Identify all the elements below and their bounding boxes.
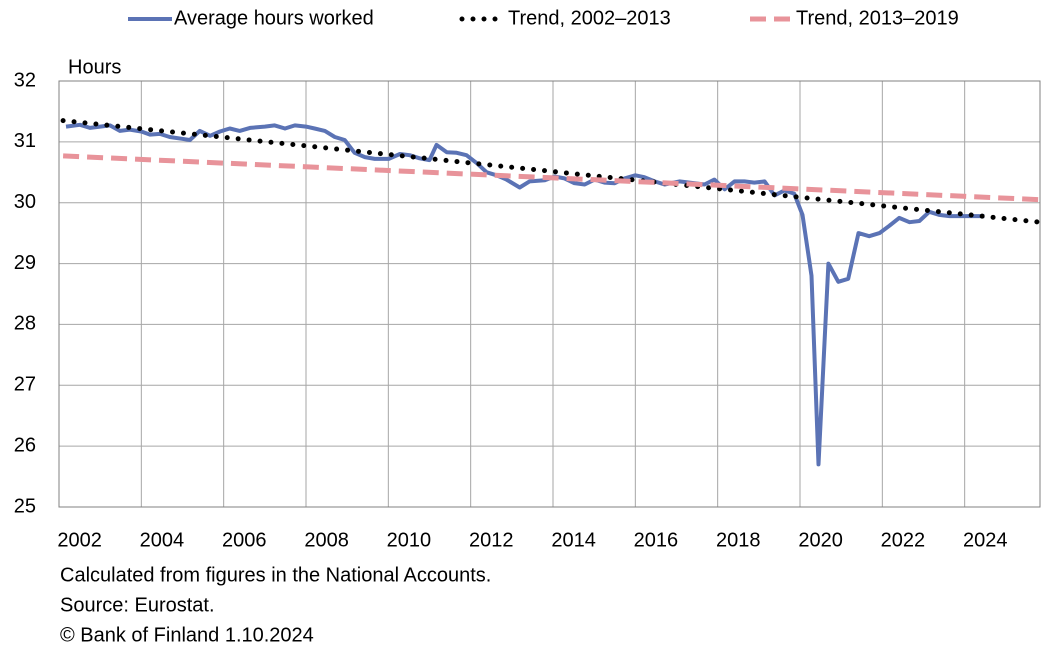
x-tick-label: 2012 [469, 529, 514, 551]
series-line [62, 153, 1041, 203]
x-tick-label: 2002 [57, 529, 102, 551]
note: © Bank of Finland 1.10.2024 [60, 624, 314, 646]
x-tick-label: 2010 [387, 529, 432, 551]
legend-label: Trend, 2013–2019 [796, 7, 959, 29]
y-tick-label: 30 [14, 191, 36, 213]
y-tick-label: 32 [14, 69, 36, 91]
series-line [65, 122, 985, 467]
x-tick-label: 2020 [798, 529, 843, 551]
x-tick-label: 2008 [304, 529, 349, 551]
y-axis-label: Hours [68, 56, 121, 78]
y-tick-label: 31 [14, 130, 36, 152]
x-tick-label: 2014 [551, 529, 596, 551]
plot-border [58, 80, 1041, 508]
x-tick-label: 2018 [716, 529, 761, 551]
legend-label: Average hours worked [174, 7, 374, 29]
y-tick-label: 29 [14, 252, 36, 274]
note: Calculated from figures in the National … [60, 564, 491, 586]
y-tick-label: 28 [14, 313, 36, 335]
y-tick-label: 25 [14, 495, 36, 517]
x-tick-label: 2022 [881, 529, 926, 551]
series-line [60, 118, 1041, 225]
x-tick-label: 2024 [963, 529, 1008, 551]
x-tick-label: 2016 [634, 529, 679, 551]
y-tick-label: 27 [14, 374, 36, 396]
y-tick-label: 26 [14, 434, 36, 456]
legend-label: Trend, 2002–2013 [508, 7, 671, 29]
x-tick-label: 2006 [222, 529, 267, 551]
x-tick-label: 2004 [140, 529, 185, 551]
note: Source: Eurostat. [60, 594, 215, 616]
